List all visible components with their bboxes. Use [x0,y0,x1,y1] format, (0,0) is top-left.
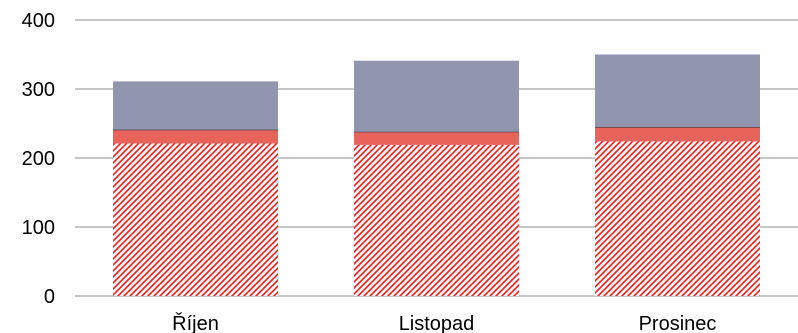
bar-segment-1-3 [595,141,760,296]
bars [113,54,760,296]
y-tick-label-300: 300 [22,79,55,101]
bar-segment-2-2 [354,131,519,145]
bar-segment-1-1 [113,143,278,296]
bar-segment-3-2 [354,60,519,132]
bar-segment-3-1 [113,81,278,130]
bar-segment-2-3 [595,126,760,142]
x-category-label-1: Říjen [172,312,219,333]
x-axis-labels: Říjen Listopad Prosinec [172,312,716,333]
bar-segment-1-2 [354,144,519,296]
x-category-label-2: Listopad [399,313,475,333]
bar-segment-3-3 [595,54,760,127]
x-category-label-3: Prosinec [639,313,717,333]
y-tick-label-100: 100 [22,217,55,239]
y-tick-label-400: 400 [22,10,55,32]
bar-segment-2-1 [113,129,278,144]
y-tick-label-0: 0 [44,286,55,308]
y-tick-label-200: 200 [22,148,55,170]
y-axis-ticks: 0 100 200 300 400 [22,10,55,308]
